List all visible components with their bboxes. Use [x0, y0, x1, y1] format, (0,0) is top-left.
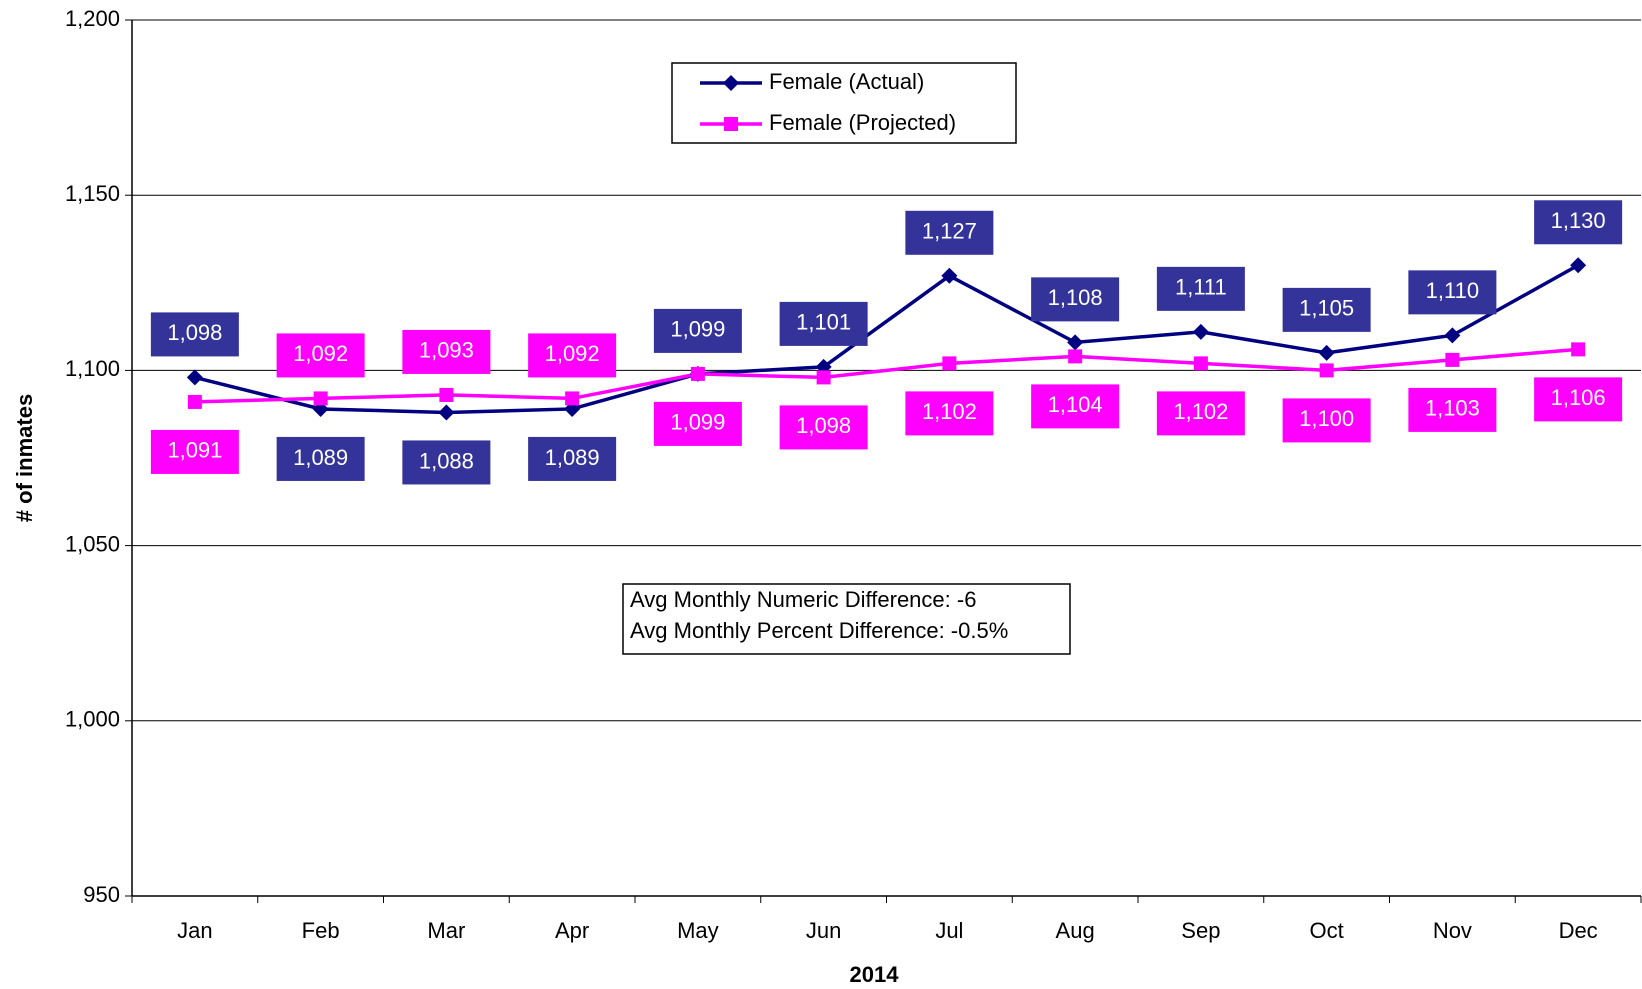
data-label: 1,102 — [1173, 399, 1228, 424]
y-tick-label: 1,050 — [65, 531, 120, 556]
label-box — [150, 429, 239, 474]
label-box — [402, 440, 491, 485]
label-box — [528, 436, 617, 481]
data-label: 1,111 — [1175, 275, 1227, 300]
data-label: 1,099 — [670, 317, 725, 342]
label-box — [1031, 384, 1120, 429]
marker — [941, 267, 958, 284]
label-box — [1031, 277, 1120, 322]
marker — [1570, 257, 1587, 274]
data-label: 1,091 — [167, 438, 222, 463]
marker — [1067, 334, 1084, 351]
label-box — [1534, 377, 1623, 422]
marker — [1571, 342, 1586, 357]
data-label: 1,106 — [1551, 385, 1606, 410]
x-tick-label: Sep — [1181, 918, 1220, 943]
marker — [942, 356, 957, 371]
y-tick-label: 1,000 — [65, 707, 120, 732]
x-tick-label: Apr — [555, 918, 589, 943]
data-label: 1,098 — [167, 320, 222, 345]
label-box — [150, 312, 239, 357]
label-box — [1156, 266, 1245, 311]
label-box — [1156, 391, 1245, 436]
data-label: 1,102 — [922, 399, 977, 424]
data-label: 1,130 — [1551, 208, 1606, 233]
label-box — [1282, 398, 1371, 443]
label-box — [1534, 200, 1623, 245]
marker — [816, 370, 831, 385]
legend-marker — [724, 117, 738, 131]
label-box — [1408, 387, 1497, 432]
x-tick-label: Nov — [1433, 918, 1472, 943]
label-box — [779, 301, 868, 346]
marker — [186, 369, 203, 386]
x-tick-label: Dec — [1559, 918, 1598, 943]
legend-marker — [723, 75, 739, 91]
annotation-box — [622, 583, 1071, 655]
y-tick-label: 1,150 — [65, 181, 120, 206]
marker — [187, 394, 202, 409]
data-label: 1,093 — [419, 338, 474, 363]
marker — [565, 391, 580, 406]
label-box — [276, 333, 365, 378]
data-label: 1,089 — [293, 445, 348, 470]
marker — [1444, 327, 1461, 344]
series-line — [194, 263, 1579, 415]
x-axis-label: 2014 — [850, 962, 900, 987]
label-box — [779, 405, 868, 450]
x-tick-label: Mar — [427, 918, 465, 943]
annotation: Avg Monthly Numeric Difference: -6 — [630, 587, 976, 612]
data-label: 1,101 — [796, 310, 851, 335]
x-tick-label: Oct — [1310, 918, 1344, 943]
data-label: 1,105 — [1299, 296, 1354, 321]
data-label: 1,092 — [545, 341, 600, 366]
x-tick-label: Jan — [177, 918, 212, 943]
annotation: Avg Monthly Percent Difference: -0.5% — [630, 618, 1008, 643]
marker — [1445, 352, 1460, 367]
label-box — [653, 308, 742, 353]
marker — [438, 404, 455, 421]
label-box — [276, 436, 365, 481]
marker — [1192, 323, 1209, 340]
data-label: 1,098 — [796, 413, 851, 438]
x-tick-label: Jun — [806, 918, 841, 943]
data-label: 1,127 — [922, 219, 977, 244]
label-box — [905, 391, 994, 436]
data-label: 1,110 — [1426, 278, 1479, 303]
label-box — [528, 333, 617, 378]
marker — [1318, 344, 1335, 361]
x-tick-label: Feb — [302, 918, 340, 943]
label-box — [905, 210, 994, 255]
legend-label: Female (Projected) — [769, 110, 956, 135]
data-label: 1,103 — [1425, 396, 1480, 421]
marker — [1193, 356, 1208, 371]
marker — [1068, 349, 1083, 364]
label-box — [1282, 287, 1371, 332]
data-label: 1,092 — [293, 341, 348, 366]
marker — [1319, 363, 1334, 378]
label-box — [402, 329, 491, 374]
data-label: 1,088 — [419, 448, 474, 473]
y-tick-label: 1,100 — [65, 356, 120, 381]
series-line — [194, 347, 1579, 404]
data-label: 1,108 — [1048, 285, 1103, 310]
label-box — [1408, 270, 1497, 315]
data-label: 1,104 — [1048, 392, 1103, 417]
y-axis-label: # of inmates — [12, 394, 37, 522]
marker — [439, 387, 454, 402]
y-tick-label: 1,200 — [65, 6, 120, 31]
y-tick-label: 950 — [83, 882, 120, 907]
x-tick-label: May — [677, 918, 719, 943]
legend-label: Female (Actual) — [769, 69, 924, 94]
label-box — [653, 401, 742, 446]
x-tick-label: Jul — [935, 918, 963, 943]
data-label: 1,100 — [1299, 406, 1354, 431]
data-label: 1,089 — [545, 445, 600, 470]
marker — [313, 391, 328, 406]
marker — [690, 366, 705, 381]
x-tick-label: Aug — [1056, 918, 1095, 943]
data-label: 1,099 — [670, 410, 725, 435]
